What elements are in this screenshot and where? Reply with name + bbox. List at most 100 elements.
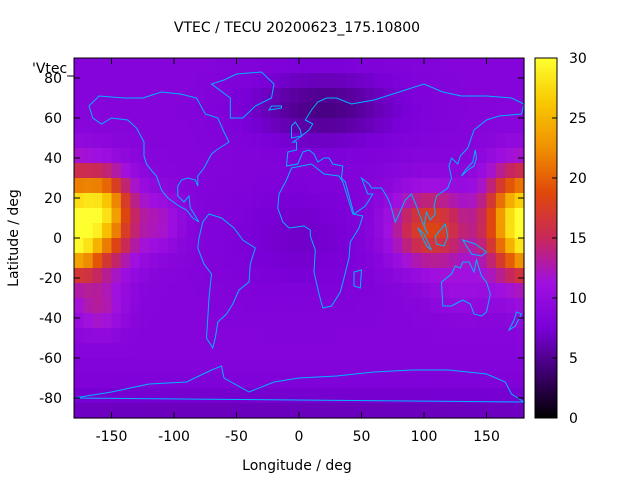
heatmap-cell — [449, 58, 459, 74]
heatmap-cell — [486, 253, 497, 269]
heatmap-cell — [383, 343, 394, 359]
heatmap-cell — [130, 208, 141, 224]
heatmap-cell — [514, 103, 525, 119]
heatmap-cell — [299, 163, 309, 179]
heatmap-cell — [299, 403, 309, 419]
heatmap-cell — [383, 133, 394, 149]
heatmap-cell — [327, 283, 338, 299]
heatmap-cell — [270, 328, 281, 344]
heatmap-cell — [477, 358, 488, 374]
y-tick-label: 20 — [44, 191, 62, 207]
heatmap-cell — [345, 133, 356, 149]
heatmap-cell — [280, 343, 291, 359]
heatmap-cell — [327, 268, 338, 284]
heatmap-cell — [336, 178, 347, 194]
heatmap-cell — [83, 223, 94, 239]
heatmap-cell — [308, 223, 319, 239]
heatmap-cell — [495, 358, 506, 374]
heatmap-cell — [299, 88, 309, 104]
heatmap-cell — [280, 148, 291, 164]
heatmap-cell — [411, 193, 422, 209]
heatmap-cell — [102, 58, 113, 74]
heatmap-cell — [120, 103, 131, 119]
heatmap-cell — [120, 208, 131, 224]
heatmap-cell — [139, 208, 150, 224]
heatmap-cell — [270, 193, 281, 209]
heatmap-cell — [345, 313, 356, 329]
heatmap-cell — [92, 253, 103, 269]
heatmap-cell — [420, 343, 431, 359]
heatmap-cell — [402, 268, 413, 284]
heatmap-cell — [167, 193, 178, 209]
heatmap-cell — [505, 103, 516, 119]
heatmap-cell — [317, 388, 328, 404]
heatmap-cell — [458, 163, 469, 179]
heatmap-cell — [158, 403, 169, 419]
heatmap-cell — [158, 298, 169, 314]
colorbar-tick-label: 25 — [569, 111, 587, 127]
heatmap-cell — [130, 328, 141, 344]
heatmap-cell — [270, 388, 281, 404]
heatmap-cell — [120, 118, 131, 134]
heatmap-cell — [336, 268, 347, 284]
heatmap-cell — [214, 283, 225, 299]
heatmap-cell — [195, 193, 206, 209]
heatmap-cell — [195, 88, 206, 104]
heatmap-cell — [270, 73, 281, 89]
y-tick-label: -40 — [39, 311, 62, 327]
heatmap-cell — [317, 118, 328, 134]
heatmap-cell — [233, 373, 244, 389]
heatmap-cell — [139, 223, 150, 239]
heatmap-cell — [430, 328, 441, 344]
heatmap-cell — [130, 298, 141, 314]
heatmap-cell — [280, 163, 291, 179]
heatmap-cell — [430, 253, 441, 269]
heatmap-cell — [177, 58, 188, 74]
heatmap-cell — [336, 103, 347, 119]
heatmap-cell — [261, 328, 272, 344]
heatmap-cell — [111, 253, 122, 269]
heatmap-cell — [83, 253, 94, 269]
heatmap-cell — [477, 73, 488, 89]
heatmap-cell — [111, 193, 122, 209]
heatmap-cell — [233, 178, 244, 194]
heatmap-cell — [402, 163, 413, 179]
heatmap-cell — [420, 118, 431, 134]
heatmap-cell — [214, 343, 225, 359]
heatmap-cell — [252, 193, 263, 209]
heatmap-cell — [270, 103, 281, 119]
heatmap-cell — [327, 313, 338, 329]
heatmap-cell — [317, 298, 328, 314]
heatmap-cell — [149, 283, 159, 299]
heatmap-cell — [345, 178, 356, 194]
heatmap-cell — [149, 298, 159, 314]
heatmap-cell — [374, 88, 384, 104]
heatmap-cell — [195, 163, 206, 179]
heatmap-cell — [327, 253, 338, 269]
heatmap-cell — [411, 403, 422, 419]
heatmap-cell — [505, 388, 516, 404]
heatmap-cell — [486, 133, 497, 149]
heatmap-cell — [233, 88, 244, 104]
heatmap-cell — [252, 313, 263, 329]
heatmap-cell — [327, 73, 338, 89]
heatmap-cell — [430, 298, 441, 314]
heatmap-cell — [120, 238, 131, 254]
heatmap-cell — [327, 118, 338, 134]
heatmap-cell — [495, 253, 506, 269]
heatmap-cell — [327, 328, 338, 344]
heatmap-cell — [280, 208, 291, 224]
heatmap-cell — [120, 283, 131, 299]
heatmap-cell — [364, 103, 375, 119]
heatmap-cell — [252, 388, 263, 404]
heatmap-cell — [299, 268, 309, 284]
y-tick-label: 60 — [44, 111, 62, 127]
heatmap-cell — [355, 373, 366, 389]
heatmap-cell — [252, 223, 263, 239]
heatmap-cell — [345, 73, 356, 89]
heatmap-cell — [458, 238, 469, 254]
heatmap-cell — [120, 163, 131, 179]
heatmap-cell — [374, 268, 384, 284]
heatmap-cell — [205, 268, 216, 284]
heatmap-cell — [420, 268, 431, 284]
